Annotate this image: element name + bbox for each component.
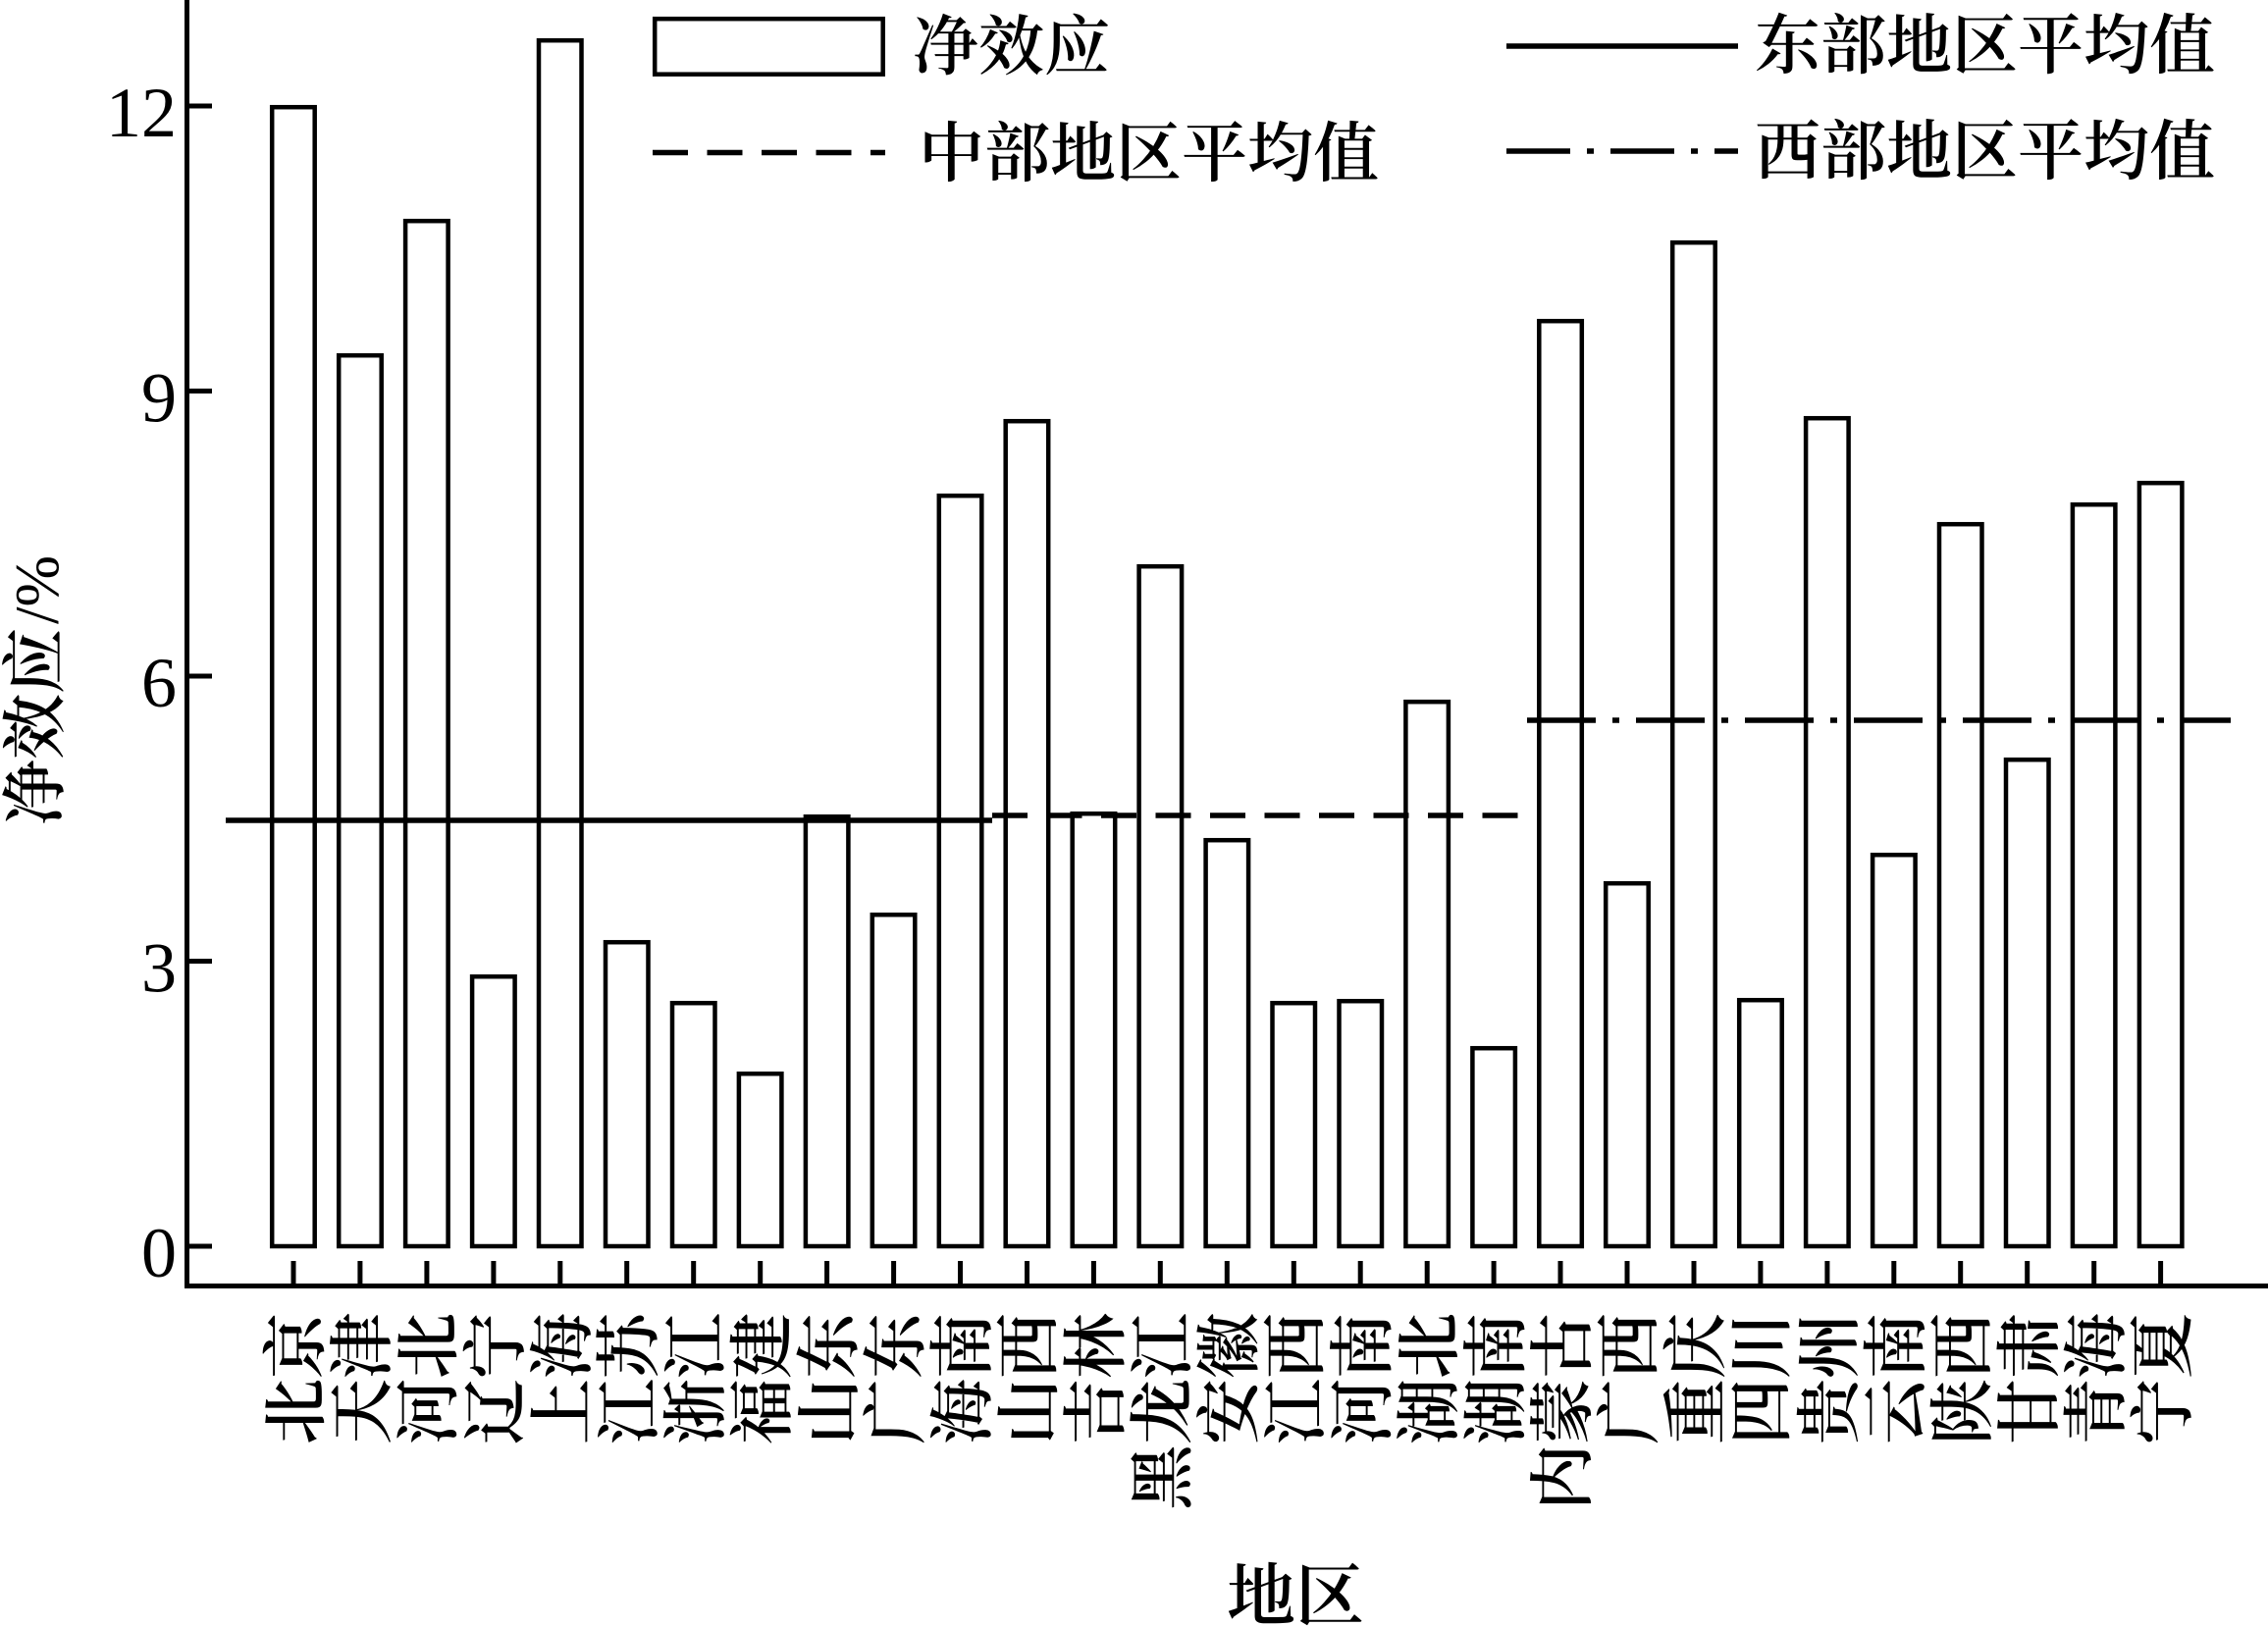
svg-text:9: 9 [141,359,177,438]
svg-text:6: 6 [141,644,177,722]
svg-text:12: 12 [106,74,177,152]
svg-text:3: 3 [141,929,177,1008]
svg-text:/%: /% [3,555,72,624]
svg-text:0: 0 [141,1214,177,1292]
